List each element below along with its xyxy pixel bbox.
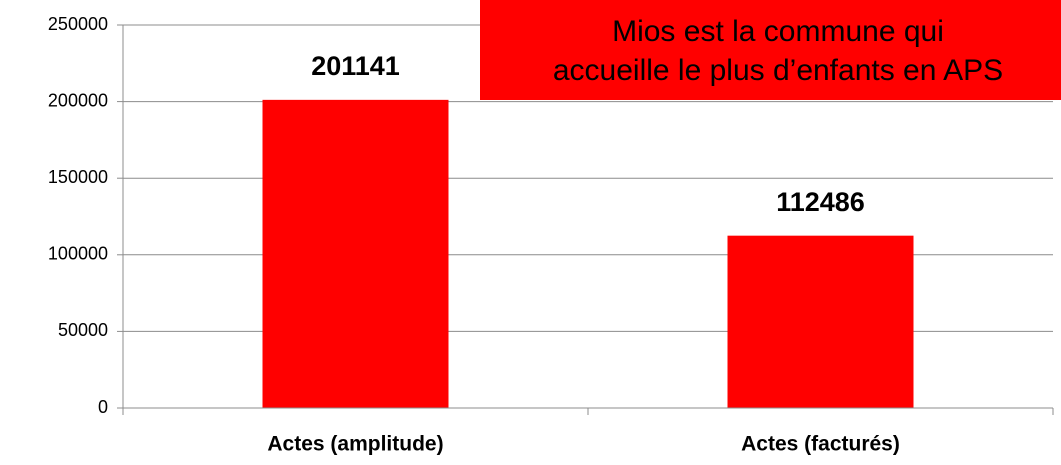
annotation-box (480, 0, 1061, 100)
y-tick-label: 250000 (48, 14, 108, 34)
y-tick-label: 100000 (48, 244, 108, 264)
bar (262, 99, 449, 408)
annotation-text: Mios est la commune qui (612, 15, 944, 48)
y-tick-label: 0 (98, 397, 108, 417)
data-label: 201141 (311, 51, 400, 81)
y-tick-label: 150000 (48, 167, 108, 187)
y-tick-label: 50000 (58, 320, 108, 340)
bar (727, 235, 914, 408)
annotation-text: accueille le plus d’enfants en APS (553, 54, 1003, 87)
x-tick-label: Actes (facturés) (741, 433, 900, 456)
x-tick-label: Actes (amplitude) (267, 433, 443, 456)
data-label: 112486 (776, 187, 865, 217)
y-tick-label: 200000 (48, 90, 108, 110)
